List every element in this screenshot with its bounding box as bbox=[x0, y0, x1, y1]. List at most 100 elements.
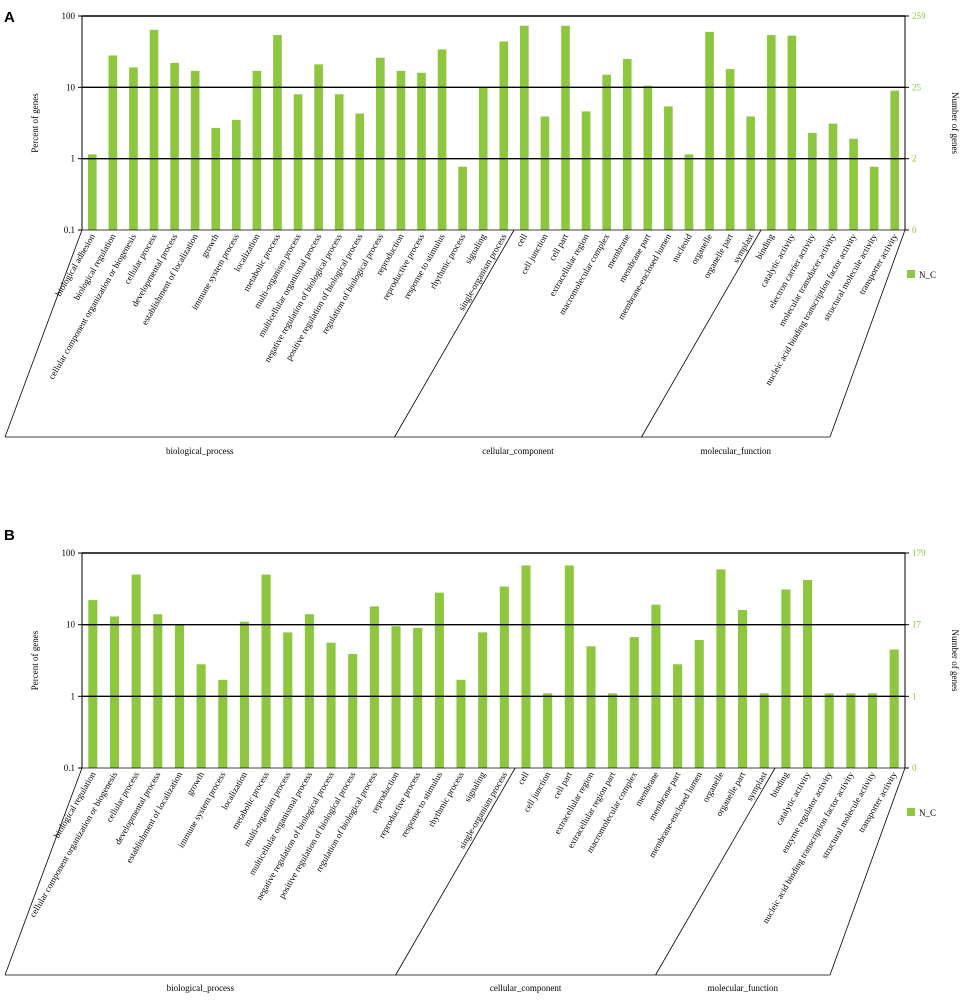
bar bbox=[458, 166, 467, 230]
category-label: growth bbox=[184, 770, 206, 798]
category-label: cell bbox=[514, 232, 529, 249]
group-label: molecular_function bbox=[708, 983, 779, 993]
bar bbox=[304, 614, 314, 768]
bar bbox=[211, 127, 221, 230]
bar bbox=[846, 693, 856, 768]
group-divider bbox=[641, 229, 762, 438]
group-divider bbox=[655, 767, 776, 976]
category-label: cell bbox=[516, 770, 531, 787]
right-tick-label: 1 bbox=[912, 691, 917, 701]
bar bbox=[218, 679, 228, 768]
group-divider bbox=[829, 229, 906, 438]
y-axis-title-right: Number of genes bbox=[950, 630, 960, 692]
left-tick-label: 10 bbox=[66, 82, 76, 92]
bar bbox=[705, 31, 714, 230]
bar bbox=[499, 41, 509, 231]
bar bbox=[581, 111, 591, 230]
bar bbox=[520, 25, 529, 230]
bar bbox=[88, 600, 98, 768]
y-axis-title: Percent of genes bbox=[30, 93, 40, 153]
bar bbox=[694, 640, 704, 768]
bar bbox=[802, 580, 813, 768]
bar bbox=[781, 589, 791, 768]
bar bbox=[314, 64, 323, 230]
bar bbox=[725, 69, 735, 231]
bar bbox=[417, 72, 426, 231]
bar bbox=[239, 621, 249, 768]
bar bbox=[869, 166, 879, 230]
left-tick-label: 10 bbox=[66, 620, 76, 630]
bar bbox=[413, 627, 423, 768]
group-label: cellular_component bbox=[482, 446, 554, 456]
bar bbox=[608, 693, 618, 768]
panel-letter: B bbox=[4, 527, 15, 544]
bar bbox=[651, 604, 661, 768]
legend-swatch bbox=[907, 270, 915, 278]
right-tick-label: 179 bbox=[912, 548, 926, 558]
bar bbox=[437, 49, 447, 230]
bar bbox=[602, 74, 611, 231]
bar bbox=[561, 25, 570, 230]
category-label: symplast bbox=[744, 770, 769, 803]
bar bbox=[326, 642, 336, 768]
left-tick-label: 1 bbox=[71, 154, 76, 164]
y-axis-title: Percent of genes bbox=[30, 630, 40, 690]
bar bbox=[396, 70, 406, 230]
bar bbox=[540, 116, 550, 230]
bar bbox=[261, 574, 271, 768]
category-label: symplast bbox=[731, 232, 756, 265]
bar bbox=[867, 693, 878, 768]
left-tick-label: 100 bbox=[62, 11, 76, 21]
bar bbox=[456, 679, 466, 768]
group-label: biological_process bbox=[166, 446, 234, 456]
bar bbox=[622, 58, 632, 231]
bar bbox=[153, 614, 163, 768]
legend-label: N_C bbox=[919, 270, 936, 280]
bar bbox=[355, 113, 365, 230]
bar bbox=[87, 154, 97, 230]
bar bbox=[808, 132, 817, 230]
bar bbox=[738, 610, 748, 768]
left-tick-label: 0.1 bbox=[64, 225, 75, 235]
bar bbox=[478, 632, 488, 768]
bar bbox=[231, 119, 241, 230]
group-label: molecular_function bbox=[700, 446, 771, 456]
right-tick-label: 2 bbox=[912, 154, 917, 164]
bar bbox=[369, 606, 379, 768]
group-divider bbox=[829, 767, 906, 976]
bar bbox=[684, 154, 694, 230]
right-tick-label: 0 bbox=[912, 763, 917, 773]
right-tick-label: 259 bbox=[912, 11, 926, 21]
bar bbox=[629, 637, 639, 768]
bar bbox=[348, 653, 358, 768]
category-label: growth bbox=[199, 232, 221, 260]
bar bbox=[521, 565, 531, 768]
bar bbox=[283, 632, 293, 768]
right-tick-label: 25 bbox=[912, 82, 922, 92]
left-tick-label: 100 bbox=[62, 548, 76, 558]
left-tick-label: 1 bbox=[71, 691, 76, 701]
bar bbox=[170, 62, 179, 230]
bar bbox=[643, 85, 653, 230]
bar bbox=[293, 94, 303, 230]
group-divider bbox=[4, 229, 83, 438]
right-tick-label: 17 bbox=[912, 620, 922, 630]
bar bbox=[890, 90, 900, 230]
group-divider bbox=[4, 767, 83, 976]
chart-panel-a: A 100 10 1 0.1 259 25 2 0 Percent of genes Number … bbox=[4, 9, 960, 456]
group-label: cellular_component bbox=[490, 983, 562, 993]
bar bbox=[746, 116, 756, 230]
bar bbox=[149, 29, 159, 230]
bar bbox=[108, 55, 118, 230]
right-tick-label: 0 bbox=[912, 225, 917, 235]
bar bbox=[849, 138, 858, 230]
bar bbox=[109, 616, 120, 768]
left-tick-label: 0.1 bbox=[64, 763, 75, 773]
bar bbox=[252, 70, 262, 230]
bar bbox=[664, 106, 673, 230]
bar bbox=[434, 592, 444, 768]
bar bbox=[759, 693, 769, 768]
y-axis-title-right: Number of genes bbox=[950, 92, 960, 154]
bar bbox=[129, 67, 138, 230]
